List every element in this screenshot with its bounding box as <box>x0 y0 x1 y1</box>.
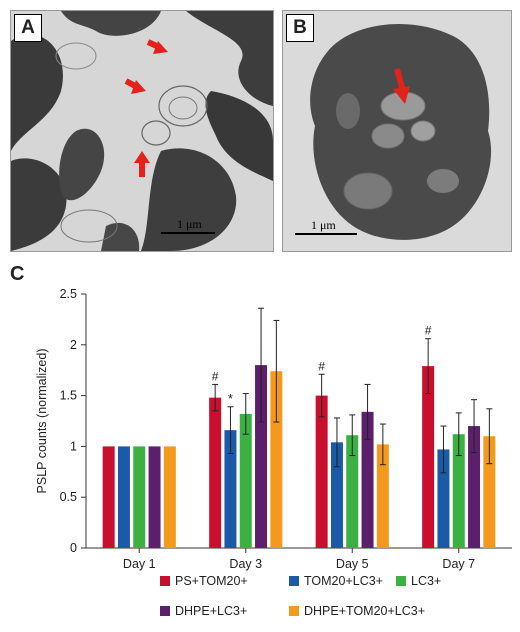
bar-chart: 0 0.5 1 1.5 2 2.5 PSLP counts (normalized) Day … <box>35 287 512 571</box>
significance-marker: # <box>212 369 219 383</box>
y-tick-label: 0.5 <box>60 490 77 504</box>
legend-label: DHPE+TOM20+LC3+ <box>304 604 426 618</box>
bar <box>224 430 237 548</box>
scale-bar-label-a: 1 μm <box>177 217 202 231</box>
legend-item: DHPE+TOM20+LC3+ <box>289 604 425 618</box>
y-tick-label: 1.5 <box>60 389 77 403</box>
bar <box>239 413 252 548</box>
bar <box>437 449 450 548</box>
legend-label: TOM20+LC3+ <box>304 574 383 588</box>
significance-marker: * <box>228 391 233 406</box>
bar <box>346 435 359 548</box>
y-tick-label: 2.5 <box>60 287 77 301</box>
bar <box>483 436 496 548</box>
legend-swatch <box>160 606 170 616</box>
bar <box>209 397 222 548</box>
bar <box>361 411 374 548</box>
bar <box>376 444 389 548</box>
micrograph-panel-b: B 1 μm <box>282 10 512 252</box>
legend-swatch <box>289 606 299 616</box>
legend-label: LC3+ <box>411 574 442 588</box>
bar <box>330 442 343 548</box>
significance-marker: # <box>425 324 432 338</box>
micrograph-a-image <box>11 11 273 251</box>
legend-item: TOM20+LC3+ <box>289 574 383 588</box>
legend-item: DHPE+LC3+ <box>160 604 247 618</box>
micrograph-panel-a: A 1 μm <box>10 10 274 252</box>
scale-bar-label-b: 1 μm <box>311 218 336 232</box>
x-tick-label: Day 3 <box>229 557 262 571</box>
panel-label-a: A <box>14 14 42 42</box>
x-tick-label: Day 5 <box>336 557 369 571</box>
micrograph-b-image <box>283 11 511 251</box>
panel-label-c: C <box>10 263 25 285</box>
legend-item: LC3+ <box>396 574 441 588</box>
x-tick-label: Day 7 <box>442 557 475 571</box>
bar <box>163 446 176 548</box>
bar <box>315 395 328 548</box>
y-axis-label: PSLP counts (normalized) <box>35 349 49 494</box>
legend-swatch <box>396 576 406 586</box>
y-tick-label: 2 <box>70 338 77 352</box>
y-tick-label: 0 <box>70 541 77 555</box>
legend-swatch <box>160 576 170 586</box>
bar <box>452 434 465 548</box>
bar <box>422 366 435 548</box>
panel-label-b: B <box>286 14 314 42</box>
significance-marker: # <box>318 359 325 373</box>
legend-swatch <box>289 576 299 586</box>
y-tick-label: 1 <box>70 439 77 453</box>
bar <box>255 365 268 548</box>
bar <box>102 446 115 548</box>
bar <box>270 371 283 548</box>
bar <box>468 426 481 548</box>
legend-item: PS+TOM20+ <box>160 574 248 588</box>
bar <box>148 446 161 548</box>
legend-label: DHPE+LC3+ <box>175 604 248 618</box>
bar <box>117 446 130 548</box>
legend-label: PS+TOM20+ <box>175 574 248 588</box>
bar <box>133 446 146 548</box>
x-tick-label: Day 1 <box>123 557 156 571</box>
